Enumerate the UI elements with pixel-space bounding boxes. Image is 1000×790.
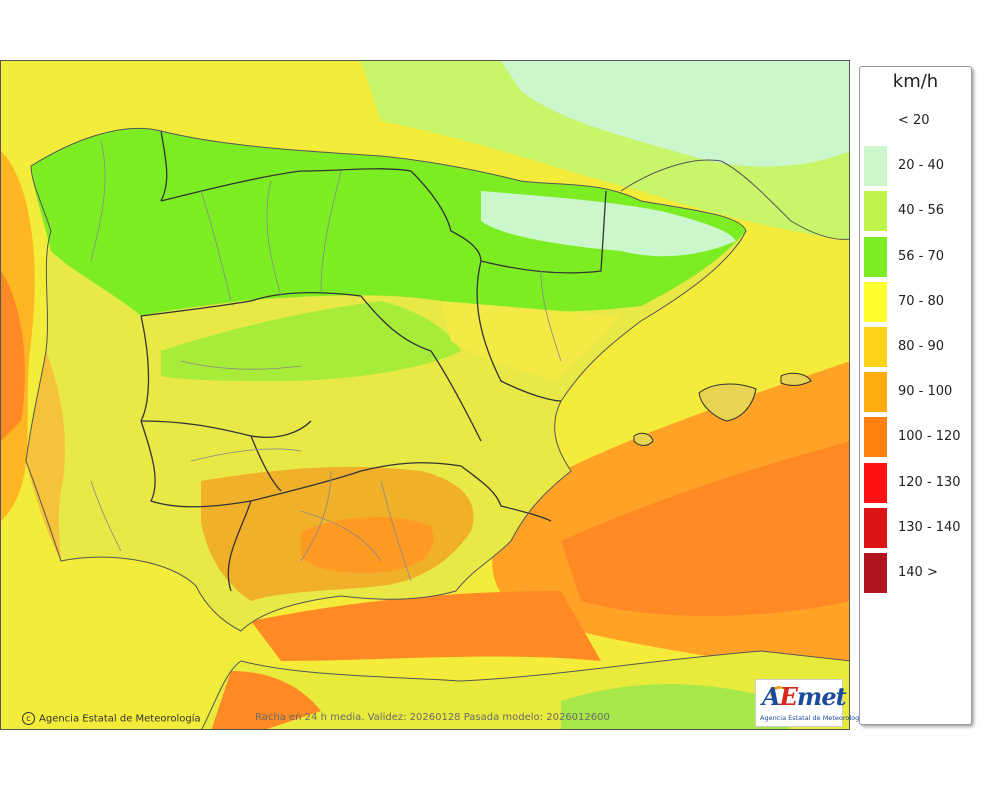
legend-label: 140 > xyxy=(898,565,938,580)
logo-mark: AEmet xyxy=(762,682,847,711)
africa-coastline xyxy=(201,650,849,729)
legend-label: 120 - 130 xyxy=(898,474,961,490)
legend-swatch xyxy=(864,553,887,593)
legend-label: 90 - 100 xyxy=(898,384,953,400)
legend-swatch xyxy=(864,462,887,503)
legend-item: 140 > xyxy=(860,551,971,593)
legend-item: 40 - 56 xyxy=(860,189,971,232)
map-canvas xyxy=(1,61,849,729)
region-borders xyxy=(140,130,607,592)
legend-item: 80 - 90 xyxy=(860,325,971,367)
legend-item: 90 - 100 xyxy=(860,370,971,413)
africa-green-zone xyxy=(561,684,791,729)
wind-gust-map xyxy=(0,60,850,730)
central-green-zone xyxy=(161,301,461,381)
copyright-notice: c Agencia Estatal de Meteorología xyxy=(22,712,201,725)
legend-swatch xyxy=(864,281,887,322)
legend-label: 130 - 140 xyxy=(898,519,961,535)
atlantic-gust-core xyxy=(1,271,25,441)
biscay-calm-zone xyxy=(501,61,849,167)
pyrenees-calm-zone xyxy=(481,191,736,257)
legend-unit: km/h xyxy=(892,71,939,92)
mediterranean-gust-core xyxy=(561,441,849,616)
legend-item: 100 - 120 xyxy=(860,415,971,458)
legend-label: 56 - 70 xyxy=(898,248,945,264)
northern-green-zone xyxy=(31,128,746,316)
legend-item: 70 - 80 xyxy=(860,280,971,322)
legend-label: 20 - 40 xyxy=(898,158,945,174)
province-borders xyxy=(90,140,562,582)
legend-swatch xyxy=(864,191,887,232)
legend-label: 40 - 56 xyxy=(898,203,945,219)
copyright-text: Agencia Estatal de Meteorología xyxy=(39,713,201,725)
legend-swatch xyxy=(864,101,887,141)
aemet-logo: AEmet Agencia Estatal de Meteorología xyxy=(755,679,865,727)
legend-swatch xyxy=(864,236,887,277)
ibiza xyxy=(633,432,654,446)
legend-swatch xyxy=(864,146,887,187)
legend-swatch xyxy=(864,507,887,548)
map-caption: Racha en 24 h media. Validez: 20260128 P… xyxy=(255,712,610,723)
legend-item: < 20 xyxy=(860,99,971,141)
iberian-coastline xyxy=(25,127,747,632)
legend-label: 80 - 90 xyxy=(898,339,945,354)
legend-swatch xyxy=(864,372,887,413)
legend-item: 130 - 140 xyxy=(860,506,971,548)
legend-label: 100 - 120 xyxy=(898,429,961,445)
legend-item: 120 - 130 xyxy=(860,461,971,503)
legend-item: 20 - 40 xyxy=(860,144,971,187)
copyright-icon: c xyxy=(22,712,35,725)
strait-gust-zone xyxy=(211,671,321,729)
france-coastline xyxy=(620,159,849,240)
legend-label: 70 - 80 xyxy=(898,293,945,309)
legend-item: 56 - 70 xyxy=(860,235,971,277)
legend-label: < 20 xyxy=(898,113,930,128)
alboran-gust-zone xyxy=(251,591,601,661)
legend-swatch xyxy=(864,327,887,367)
legend-panel: km/h < 20 20 - 40 40 - 56 56 - 70 70 - 80 80 … xyxy=(859,66,972,725)
ebro-yellow-zone xyxy=(441,301,621,381)
legend-swatch xyxy=(864,417,887,458)
mallorca xyxy=(698,383,757,422)
menorca xyxy=(780,372,812,386)
logo-subtitle: Agencia Estatal de Meteorología xyxy=(760,714,866,722)
